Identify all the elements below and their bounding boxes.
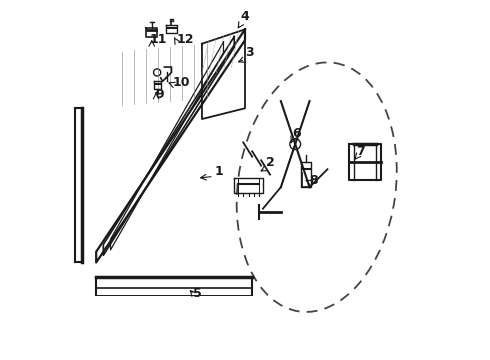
Text: 2: 2 (266, 156, 274, 168)
Text: 8: 8 (310, 174, 318, 186)
Text: 12: 12 (176, 33, 194, 46)
Text: 10: 10 (172, 76, 190, 89)
Text: 11: 11 (150, 33, 168, 46)
Text: 4: 4 (241, 10, 249, 23)
Text: 1: 1 (215, 165, 223, 177)
Text: 7: 7 (356, 145, 365, 158)
Text: 3: 3 (245, 46, 254, 59)
Text: 5: 5 (193, 287, 202, 300)
Text: 6: 6 (293, 127, 301, 140)
Text: 9: 9 (155, 87, 164, 100)
